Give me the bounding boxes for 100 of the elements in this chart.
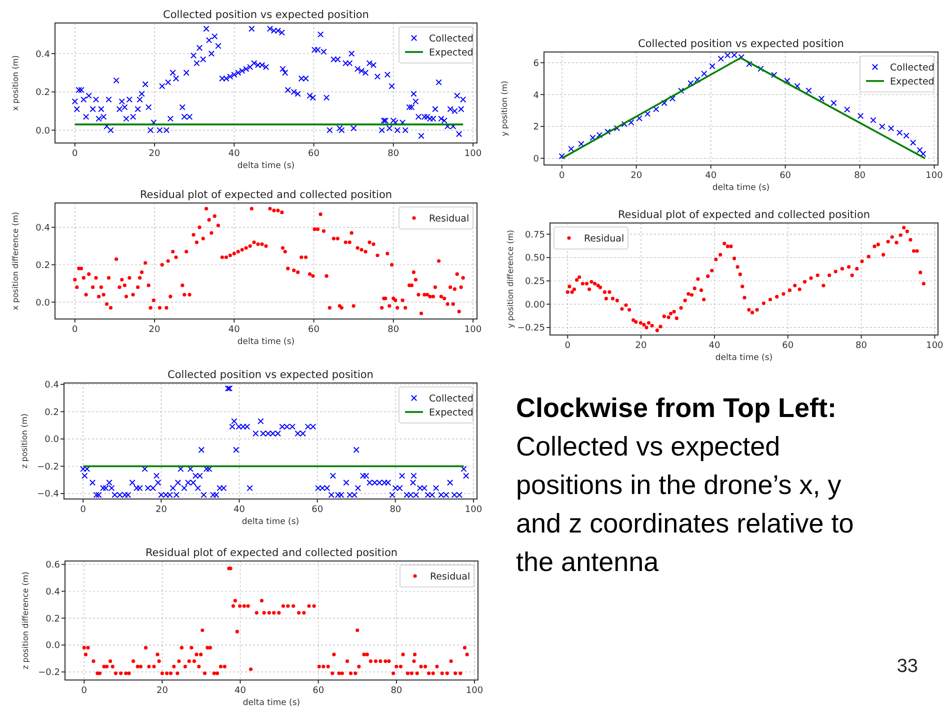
point xyxy=(694,76,701,83)
x-tick-label: 60 xyxy=(308,149,320,159)
y-axis-title: z position difference (m) xyxy=(21,572,30,670)
y-tick-label: −0.4 xyxy=(37,490,60,500)
y-tick-label: 0.75 xyxy=(524,230,545,240)
x-axis-title: delta time (s) xyxy=(715,353,773,363)
chart-title: Collected position vs expected position xyxy=(163,9,369,21)
text: 33 xyxy=(896,656,918,677)
x-axis-title: delta time (s) xyxy=(242,698,300,708)
x-tick-label: 0 xyxy=(72,325,78,335)
chart-title: Residual plot of expected and collected position xyxy=(145,547,398,559)
y-tick-label: 0.00 xyxy=(524,300,546,310)
point xyxy=(688,80,694,86)
point xyxy=(794,83,800,90)
x-tick-label: 40 xyxy=(234,505,246,515)
point xyxy=(844,106,850,113)
legend-label: Residual xyxy=(584,234,624,244)
point xyxy=(910,140,916,146)
y-tick-label: −0.2 xyxy=(38,668,60,678)
x-tick-label: 60 xyxy=(312,686,324,696)
x-tick-label: 0 xyxy=(72,149,78,159)
point xyxy=(870,117,876,124)
legend-label: Expected xyxy=(429,408,474,418)
legend-label: Residual xyxy=(429,214,470,224)
chart-title: Residual plot of expected and collected position xyxy=(140,189,392,201)
x-tick-label: 60 xyxy=(312,505,324,515)
point xyxy=(806,87,812,94)
x-tick-label: 100 xyxy=(926,171,944,181)
y-axis-title: x position (m) xyxy=(11,55,20,111)
x-axis-title: delta time (s) xyxy=(242,517,300,527)
x-axis-title: delta time (s) xyxy=(237,161,295,171)
x-tick-label: 0 xyxy=(559,171,566,181)
y-tick-label: 6 xyxy=(533,58,540,69)
x-tick-label: 20 xyxy=(148,149,161,159)
x-tick-label: 100 xyxy=(466,686,484,696)
x-tick-label: 40 xyxy=(705,171,717,181)
y-tick-label: 0.50 xyxy=(524,254,546,264)
y-axis-title: x position difference (m) xyxy=(11,212,20,310)
chart-title: Collected position vs expected position xyxy=(638,38,844,50)
point xyxy=(558,153,565,160)
y-tick-label: 0.2 xyxy=(36,260,50,271)
y-tick-label: 0.4 xyxy=(36,224,50,234)
y-axis-title: y position difference (m) xyxy=(506,230,515,328)
x-tick-label: 20 xyxy=(635,341,648,351)
x-tick-label: 80 xyxy=(390,505,402,515)
x-tick-label: 20 xyxy=(630,171,642,181)
x-tick-label: 40 xyxy=(234,686,246,696)
x-tick-label: 80 xyxy=(856,341,868,351)
y-tick-label: −0.25 xyxy=(517,324,545,334)
point xyxy=(903,132,910,139)
point xyxy=(590,134,596,141)
y-tick-label: 0.2 xyxy=(44,408,59,418)
y-tick-label: 2 xyxy=(533,122,539,133)
x-axis-title: delta time (s) xyxy=(237,337,295,347)
x-tick-label: 40 xyxy=(708,341,720,351)
legend-label: Residual xyxy=(430,572,470,582)
point xyxy=(596,132,603,138)
point xyxy=(916,146,923,154)
text: Clockwise from Top Left: xyxy=(516,393,837,423)
y-tick-label: 0.4 xyxy=(44,380,60,391)
x-tick-label: 0 xyxy=(80,505,86,515)
chart-title: Collected position vs expected position xyxy=(168,369,374,381)
point xyxy=(784,78,790,84)
point xyxy=(920,150,926,157)
x-tick-label: 60 xyxy=(308,325,320,335)
y-tick-label: −0.2 xyxy=(37,462,59,472)
text: Collected vs expected positions in the drone’s x, y and z coordinates relative to the antenna xyxy=(516,432,854,577)
x-axis-title: delta time (s) xyxy=(712,183,770,193)
point xyxy=(644,110,651,117)
chart-title: Residual plot of expected and collected position xyxy=(618,209,870,221)
x-tick-label: 80 xyxy=(388,149,400,159)
y-tick-label: 0.25 xyxy=(524,277,545,288)
x-tick-label: 80 xyxy=(388,325,400,335)
point xyxy=(709,63,716,70)
point xyxy=(669,95,676,102)
point xyxy=(857,112,864,120)
y-tick-label: 0.0 xyxy=(36,298,50,308)
x-tick-label: 20 xyxy=(156,686,168,696)
x-tick-label: 0 xyxy=(564,341,571,351)
x-tick-label: 40 xyxy=(228,149,240,159)
point xyxy=(888,125,894,132)
point xyxy=(746,60,752,68)
point xyxy=(818,96,825,102)
y-tick-label: 0.2 xyxy=(36,88,50,98)
legend-label: Expected xyxy=(890,76,934,88)
y-tick-label: 0.0 xyxy=(46,641,60,652)
x-tick-label: 60 xyxy=(780,171,792,181)
point xyxy=(661,100,668,106)
y-tick-label: 0.0 xyxy=(36,126,50,136)
legend-label: Collected xyxy=(429,394,474,404)
y-tick-label: 4 xyxy=(533,90,540,101)
y-axis-title: y position (m) xyxy=(500,80,509,136)
y-tick-label: 0.2 xyxy=(46,614,60,624)
x-tick-label: 60 xyxy=(782,341,794,351)
x-tick-label: 100 xyxy=(464,325,482,335)
point xyxy=(701,70,708,77)
x-tick-label: 0 xyxy=(81,686,88,696)
point xyxy=(578,140,584,148)
x-tick-label: 100 xyxy=(464,149,482,159)
x-tick-label: 80 xyxy=(854,171,866,181)
